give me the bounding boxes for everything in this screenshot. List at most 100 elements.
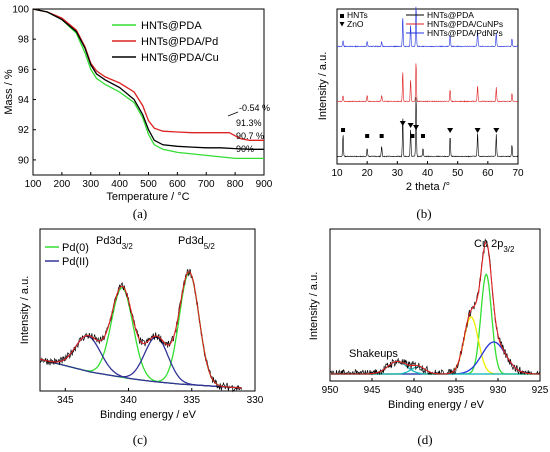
- panel-d-envelope: [330, 241, 540, 375]
- panel-d-x-tick-label-930: 930: [490, 385, 507, 396]
- annotation-pd-residue: 91.3%: [236, 118, 262, 128]
- panel-a-x-tick-label-400: 400: [111, 179, 128, 190]
- panel-a-x-tick-label-700: 700: [198, 179, 215, 190]
- panel-a-x-tick-label-200: 200: [54, 179, 71, 190]
- panel-b-x-tick-label-60: 60: [482, 168, 494, 179]
- annotation-cu-residue: 90.7 %: [236, 131, 264, 141]
- panel-d-ylabel: Intensity / a.u.: [308, 272, 320, 340]
- panel-c-raw-data: [39, 268, 243, 393]
- panel-d-x-ticks: 950 945 940 935 930 925: [322, 378, 549, 396]
- panel-b-legend: HNTs ZnO HNTs@PDA HNTs@PDA/CuNPs HNTs@PD…: [339, 10, 503, 38]
- panel-d-label: (d): [417, 432, 432, 447]
- panel-b-x-tick-label-20: 20: [362, 168, 374, 179]
- panel-a-ylabel: Mass / %: [3, 69, 15, 114]
- panel-c-ylabel: Intensity / a.u.: [19, 276, 31, 344]
- panel-b-series: [336, 6, 519, 158]
- hnts-peak-marker-2: [379, 134, 384, 138]
- panel-b-x-tick-label-70: 70: [512, 168, 524, 179]
- panel-a-x-tick-label-100: 100: [25, 179, 42, 190]
- hnts-peak-marker-4: [420, 134, 425, 138]
- panel-a-y-tick-label-90: 90: [18, 155, 30, 166]
- panel-c-x-tick-label-330: 330: [247, 395, 264, 406]
- panel-c-legend: Pd(0) Pd(II): [45, 242, 89, 268]
- panel-c-x-tick-label-340: 340: [120, 395, 137, 406]
- annotation-pda-residue: 90%: [236, 144, 254, 154]
- panel-a-y-ticks: 90 92 94 96 98 100: [12, 5, 36, 166]
- panel-a-x-tick-label-300: 300: [82, 179, 99, 190]
- panel-c: 345 340 335 330 Binding energy / eV Intensi…: [19, 228, 264, 447]
- panel-b-label: (b): [416, 206, 431, 221]
- hnts-peak-marker-1: [365, 134, 370, 138]
- legend-label-xrd-hnts-pda: HNTs@PDA: [427, 10, 474, 20]
- legend-label-pd2: Pd(II): [62, 256, 89, 268]
- panel-b-x-tick-label-30: 30: [392, 168, 404, 179]
- panel-c-x-tick-label-335: 335: [183, 395, 200, 406]
- zno-peak-marker-5: [493, 128, 500, 133]
- panel-a-x-tick-label-800: 800: [227, 179, 244, 190]
- panel-a-xlabel: Temperature / °C: [106, 191, 189, 203]
- panel-a-x-tick-label-900: 900: [256, 179, 273, 190]
- panel-a-x-ticks: 100 200 300 400 500 600 700 800 900: [25, 172, 273, 190]
- annotation-loss: -0.54 %: [239, 103, 270, 113]
- panel-b-series-1: [336, 63, 519, 103]
- panel-b-series-0: [336, 97, 519, 158]
- panel-a: 100 200 300 400 500 600 700 800 900 90 92 94 96 98 10…: [3, 5, 273, 222]
- zno-peak-marker-0: [399, 121, 406, 126]
- panel-a-series-1: [32, 8, 264, 141]
- panel-a-x-tick-label-500: 500: [140, 179, 157, 190]
- panel-c-series: [39, 268, 243, 393]
- panel-b-x-tick-label-50: 50: [452, 168, 464, 179]
- legend-label-xrd-cunps: HNTs@PDA/CuNPs: [427, 19, 503, 29]
- panel-d-xlabel: Binding energy / eV: [388, 399, 485, 411]
- peak-label-cu2p: Cu 2p3/2: [474, 238, 515, 254]
- panel-c-label: (c): [133, 432, 147, 447]
- panel-c-xlabel: Binding energy / eV: [100, 409, 197, 421]
- panel-d-raw-data: [329, 238, 541, 376]
- panel-d-frame: [329, 228, 541, 382]
- panel-a-y-tick-label-100: 100: [12, 5, 29, 16]
- panel-c-component-1-1: [39, 336, 242, 389]
- panel-d-series: [329, 238, 541, 376]
- panel-b-series-2: [336, 6, 519, 48]
- panel-b-x-ticks: 10 20 30 40 50 60 70: [331, 161, 524, 179]
- panel-b: 10 20 30 40 50 60 70 2 theta /° Intensity / a.…: [317, 6, 524, 221]
- panel-a-y-tick-label-98: 98: [18, 35, 30, 46]
- panel-b-x-tick-label-40: 40: [422, 168, 434, 179]
- peak-label-shakeups: Shakeups: [349, 348, 398, 360]
- panel-d-component-1-0: [330, 316, 540, 375]
- zno-peak-marker-1: [407, 123, 414, 128]
- panel-d-x-tick-label-940: 940: [406, 385, 423, 396]
- panel-a-x-tick-label-600: 600: [169, 179, 186, 190]
- legend-marker-hnts: [340, 14, 344, 18]
- panel-a-label: (a): [133, 206, 147, 221]
- zno-peak-marker-2: [413, 125, 420, 130]
- panel-d-x-tick-label-945: 945: [364, 385, 381, 396]
- panel-c-envelope: [39, 271, 242, 389]
- hnts-peak-marker-3: [410, 134, 415, 138]
- panel-b-markers: [341, 121, 500, 138]
- legend-label-xrd-pdnps: HNTs@PDA/PdNPs: [427, 28, 503, 38]
- panel-b-xlabel: 2 theta /°: [406, 181, 450, 193]
- panel-a-y-tick-label-92: 92: [18, 125, 30, 136]
- panel-b-x-tick-label-10: 10: [331, 168, 343, 179]
- legend-label-zno: ZnO: [347, 19, 364, 29]
- panel-c-x-ticks: 345 340 335 330: [57, 388, 264, 406]
- panel-b-ylabel: Intensity / a.u.: [317, 52, 329, 120]
- panel-a-y-tick-label-94: 94: [18, 95, 30, 106]
- panel-d: 950 945 940 935 930 925 Binding energy / eV I…: [308, 228, 549, 447]
- peak-label-pd3d-5-2: Pd3d5/2: [178, 235, 215, 251]
- panel-a-legend: HNTs@PDA HNTs@PDA/Pd HNTs@PDA/Cu: [112, 20, 219, 64]
- panel-a-series: [32, 8, 264, 160]
- legend-label-hnts-pda-pd: HNTs@PDA/Pd: [141, 36, 218, 48]
- legend-marker-zno: [339, 22, 345, 27]
- panel-a-series-0: [32, 8, 264, 160]
- panel-d-x-tick-label-950: 950: [322, 385, 339, 396]
- panel-a-y-tick-label-96: 96: [18, 65, 30, 76]
- panel-c-component-0-1: [39, 271, 242, 389]
- panel-c-x-tick-label-345: 345: [57, 395, 74, 406]
- legend-label-pd0: Pd(0): [62, 242, 89, 254]
- legend-label-hnts-pda: HNTs@PDA: [141, 20, 202, 32]
- panel-c-frame: [39, 228, 256, 392]
- zno-peak-marker-3: [447, 128, 454, 133]
- legend-label-hnts-pda-cu: HNTs@PDA/Cu: [141, 52, 219, 64]
